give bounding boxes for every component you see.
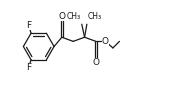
Text: F: F bbox=[26, 63, 31, 72]
Text: CH₃: CH₃ bbox=[88, 12, 102, 21]
Text: F: F bbox=[26, 21, 31, 30]
Text: CH₃: CH₃ bbox=[67, 12, 81, 21]
Text: O: O bbox=[102, 37, 109, 46]
Text: O: O bbox=[92, 58, 99, 67]
Text: O: O bbox=[58, 12, 65, 21]
